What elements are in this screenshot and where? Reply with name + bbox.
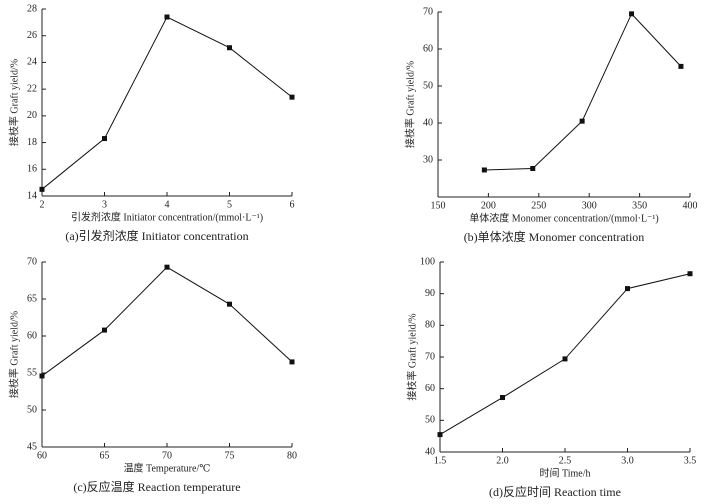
x-tick-label: 150 bbox=[431, 200, 446, 211]
y-tick-label: 40 bbox=[423, 117, 433, 128]
marker bbox=[687, 271, 693, 277]
x-tick-label: 1.5 bbox=[434, 455, 447, 466]
y-tick-label: 45 bbox=[27, 441, 37, 452]
y-axis-label: 接枝率 Graft yield/% bbox=[405, 313, 418, 400]
y-tick-label: 18 bbox=[27, 137, 37, 148]
y-tick-label: 80 bbox=[425, 320, 435, 331]
line bbox=[41, 16, 293, 190]
x-tick-label: 4 bbox=[165, 199, 170, 210]
marker bbox=[530, 166, 536, 172]
x-tick-label: 65 bbox=[100, 450, 110, 461]
x-tick-label: 200 bbox=[481, 200, 496, 211]
marker bbox=[481, 167, 487, 173]
y-axis-label: 接枝率 Graft yield/% bbox=[403, 61, 416, 148]
x-tick-label: 2 bbox=[40, 199, 45, 210]
caption: (a)引发剂浓度 Initiator concentration bbox=[65, 228, 248, 243]
y-tick-label: 20 bbox=[27, 110, 37, 121]
marker bbox=[164, 264, 170, 270]
marker bbox=[437, 432, 443, 438]
line bbox=[484, 12, 682, 171]
x-tick-label: 400 bbox=[683, 200, 698, 211]
x-tick-label: 6 bbox=[290, 199, 295, 210]
x-tick-label: 2.0 bbox=[496, 455, 509, 466]
y-tick-label: 90 bbox=[425, 288, 435, 299]
y-tick-label: 22 bbox=[27, 83, 37, 94]
x-tick-label: 3.0 bbox=[621, 455, 634, 466]
y-tick-label: 28 bbox=[27, 3, 37, 14]
marker bbox=[227, 45, 232, 51]
y-tick-label: 70 bbox=[27, 256, 37, 267]
marker bbox=[227, 301, 232, 307]
marker bbox=[102, 136, 107, 142]
x-axis-label: 温度 Temperature/℃ bbox=[124, 461, 211, 474]
marker bbox=[678, 63, 684, 69]
caption: (d)反应时间 Reaction time bbox=[489, 484, 621, 499]
y-tick-label: 14 bbox=[27, 190, 37, 201]
y-tick-label: 40 bbox=[425, 446, 435, 457]
marker bbox=[39, 186, 45, 192]
y-tick-label: 24 bbox=[27, 57, 37, 68]
x-tick-label: 60 bbox=[37, 450, 47, 461]
x-axis-label: 引发剂浓度 Initiator concentration/(mmol·L⁻¹) bbox=[71, 210, 263, 223]
y-tick-label: 65 bbox=[27, 293, 37, 304]
y-tick-label: 16 bbox=[27, 164, 37, 175]
y-tick-label: 30 bbox=[423, 154, 433, 165]
x-tick-label: 80 bbox=[287, 450, 297, 461]
marker bbox=[629, 11, 635, 17]
line bbox=[439, 273, 691, 436]
x-axis-label: 时间 Time/h bbox=[539, 466, 590, 479]
marker bbox=[164, 14, 170, 20]
y-tick-label: 60 bbox=[423, 43, 433, 54]
y-tick-label: 70 bbox=[423, 6, 433, 17]
y-tick-label: 50 bbox=[423, 80, 433, 91]
x-axis-label: 单体浓度 Monomer concentration/(mmol·L⁻¹) bbox=[469, 211, 658, 224]
y-tick-label: 60 bbox=[425, 383, 435, 394]
y-tick-label: 50 bbox=[425, 415, 435, 426]
marker bbox=[500, 395, 505, 401]
marker bbox=[579, 118, 585, 124]
marker bbox=[289, 94, 295, 100]
x-tick-label: 70 bbox=[162, 450, 172, 461]
marker bbox=[625, 286, 630, 292]
x-tick-label: 250 bbox=[531, 200, 546, 211]
x-tick-label: 75 bbox=[225, 450, 235, 461]
caption: (c)反应温度 Reaction temperature bbox=[73, 479, 240, 494]
x-tick-label: 300 bbox=[582, 200, 597, 211]
caption: (b)单体浓度 Monomer concentration bbox=[464, 229, 645, 244]
y-tick-label: 55 bbox=[27, 367, 37, 378]
y-axis-label: 接枝率 Graft yield/% bbox=[7, 311, 20, 398]
x-tick-label: 3 bbox=[102, 199, 107, 210]
marker bbox=[562, 356, 568, 362]
x-tick-label: 350 bbox=[632, 200, 647, 211]
x-tick-label: 3.5 bbox=[684, 455, 697, 466]
y-tick-label: 100 bbox=[420, 256, 435, 267]
marker bbox=[102, 327, 107, 333]
line bbox=[41, 266, 293, 377]
y-axis-label: 接枝率 Graft yield/% bbox=[7, 59, 20, 146]
x-tick-label: 5 bbox=[227, 199, 232, 210]
y-tick-label: 26 bbox=[27, 30, 37, 41]
x-tick-label: 2.5 bbox=[559, 455, 572, 466]
y-tick-label: 50 bbox=[27, 404, 37, 415]
y-tick-label: 60 bbox=[27, 330, 37, 341]
marker bbox=[289, 359, 295, 365]
y-tick-label: 70 bbox=[425, 351, 435, 362]
marker bbox=[39, 373, 45, 379]
